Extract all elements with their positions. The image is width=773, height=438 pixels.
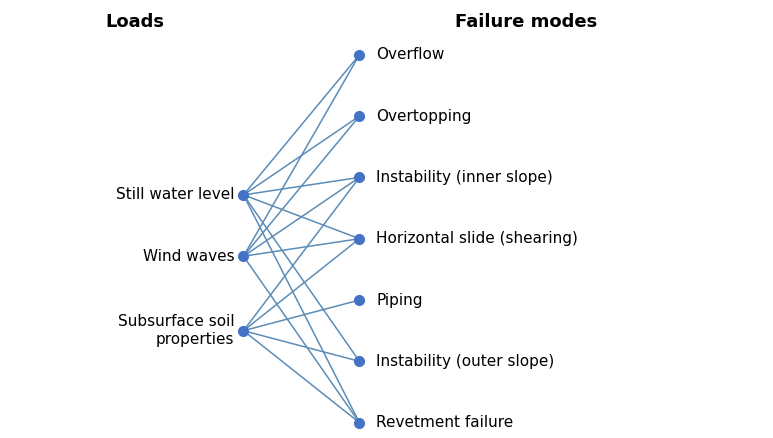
Text: Revetment failure: Revetment failure bbox=[376, 415, 514, 430]
Text: Overtopping: Overtopping bbox=[376, 109, 472, 124]
Text: Loads: Loads bbox=[106, 13, 165, 31]
Text: Overflow: Overflow bbox=[376, 47, 444, 62]
Text: Still water level: Still water level bbox=[116, 187, 234, 202]
Text: Wind waves: Wind waves bbox=[142, 249, 234, 264]
Text: Instability (inner slope): Instability (inner slope) bbox=[376, 170, 553, 185]
Text: Instability (outer slope): Instability (outer slope) bbox=[376, 354, 555, 369]
Text: Subsurface soil
properties: Subsurface soil properties bbox=[117, 314, 234, 347]
Text: Failure modes: Failure modes bbox=[455, 13, 597, 31]
Text: Horizontal slide (shearing): Horizontal slide (shearing) bbox=[376, 231, 578, 246]
Text: Piping: Piping bbox=[376, 293, 423, 307]
